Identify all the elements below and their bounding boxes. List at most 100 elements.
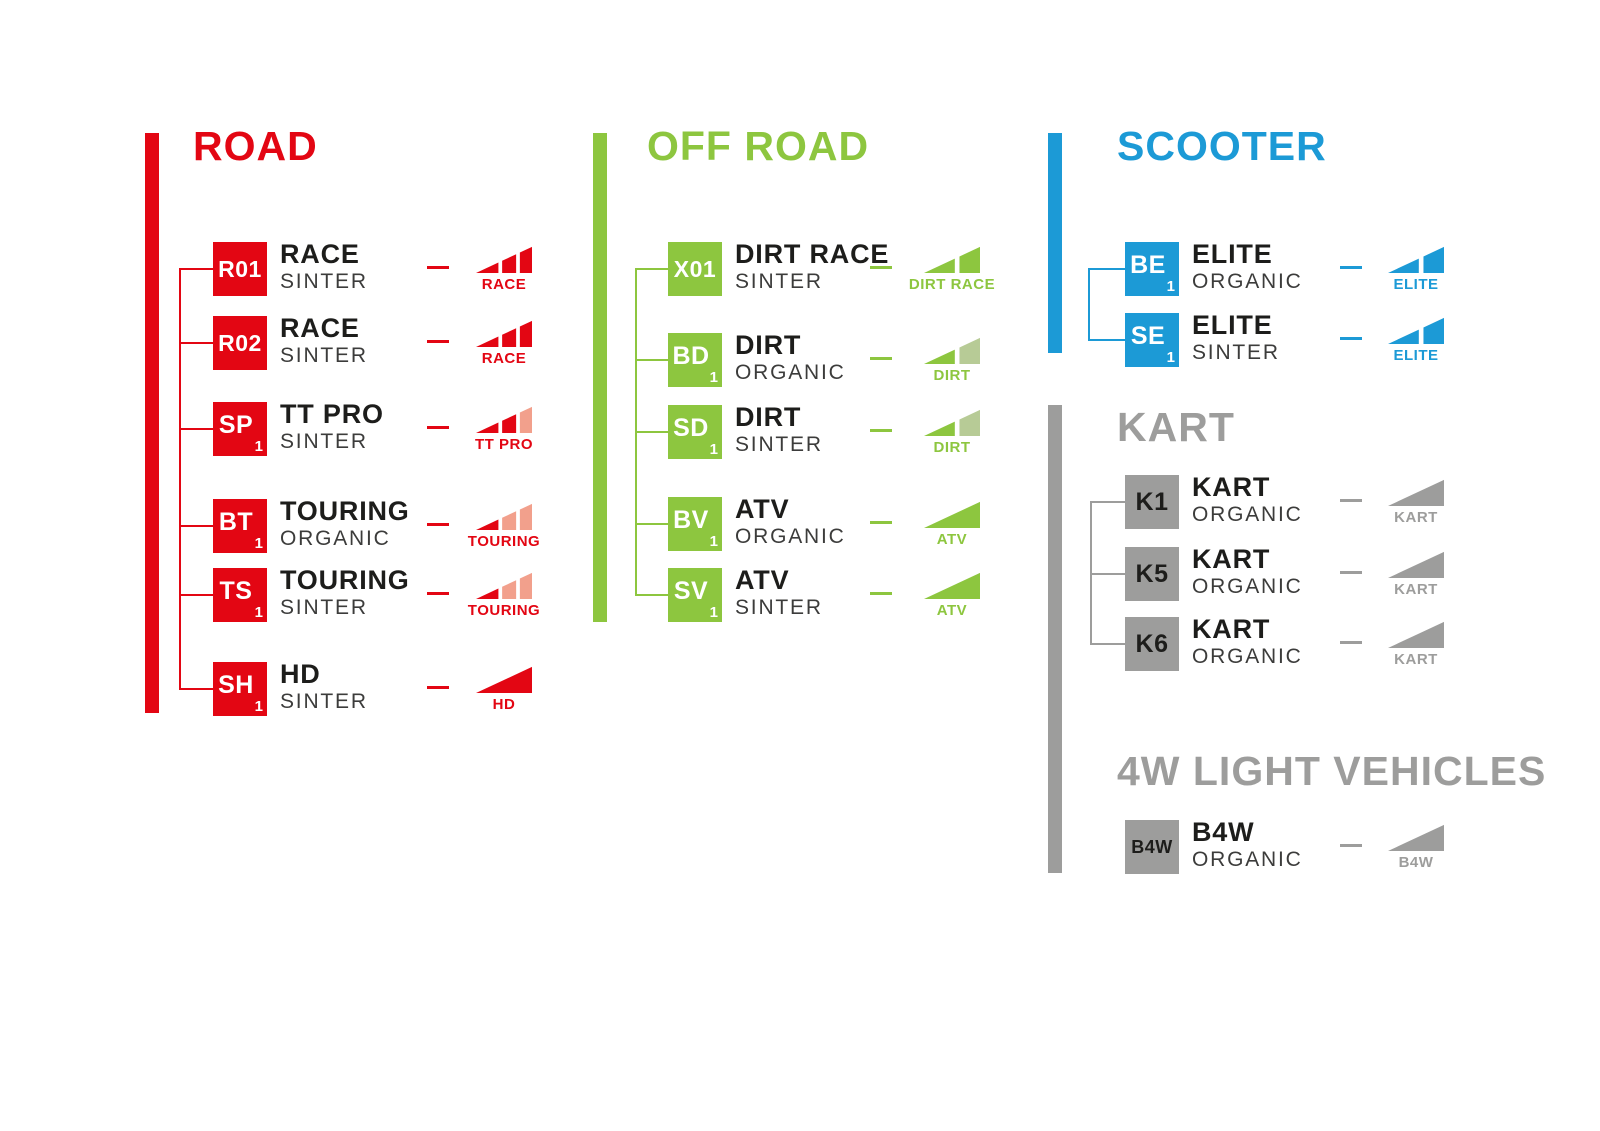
model-code-box: SH 1 xyxy=(213,662,267,716)
icon-label: KART xyxy=(1394,651,1438,668)
tree-stub xyxy=(635,431,668,433)
model-compound: ORGANIC xyxy=(735,525,846,548)
model-name: B4W xyxy=(1192,817,1255,847)
tree-stub xyxy=(179,268,213,270)
model-code-box: BE 1 xyxy=(1125,242,1179,296)
tree-stub xyxy=(635,359,668,361)
model-code-box: K6 xyxy=(1125,617,1179,671)
model-label: DIRT ORGANIC xyxy=(735,330,846,385)
icon-label: ATV xyxy=(936,531,968,548)
model-code: BV xyxy=(673,505,709,534)
icon-label: RACE xyxy=(481,276,527,293)
tree-stub xyxy=(179,688,213,690)
connector-dash xyxy=(427,340,449,343)
model-compound: ORGANIC xyxy=(1192,575,1303,598)
performance-icon-block: DIRT xyxy=(924,408,980,456)
tree-stub xyxy=(1088,268,1125,270)
performance-icon-block: ATV xyxy=(924,571,980,619)
performance-ramp-icon-bars2 xyxy=(924,337,980,364)
connector-dash xyxy=(427,523,449,526)
model-label: TOURING SINTER xyxy=(280,565,410,620)
model-code: R02 xyxy=(218,329,262,356)
model-compound: ORGANIC xyxy=(1192,848,1303,871)
model-name: DIRT xyxy=(735,330,802,360)
performance-ramp-icon-bars3 xyxy=(476,503,532,530)
section-title-road: ROAD xyxy=(193,123,318,169)
performance-icon-block: ELITE xyxy=(1388,316,1444,364)
model-code: SH xyxy=(218,670,254,699)
icon-label: ELITE xyxy=(1393,347,1439,364)
section-title-4w-light-vehicles: 4W LIGHT VEHICLES xyxy=(1117,748,1547,794)
model-code: K5 xyxy=(1135,559,1169,588)
connector-dash xyxy=(1340,844,1362,847)
model-label: TOURING ORGANIC xyxy=(280,496,410,551)
model-code-subscript: 1 xyxy=(709,533,718,550)
model-name: KART xyxy=(1192,614,1271,644)
tree-spine-road xyxy=(179,268,181,688)
model-compound: SINTER xyxy=(735,433,823,456)
tree-stub xyxy=(1090,643,1125,645)
model-name: ATV xyxy=(735,494,790,524)
tree-stub xyxy=(635,523,668,525)
icon-label: TOURING xyxy=(467,602,541,619)
icon-label: KART xyxy=(1394,581,1438,598)
model-code-box: R02 xyxy=(213,316,267,370)
model-label: ELITE SINTER xyxy=(1192,310,1280,365)
connector-dash xyxy=(1340,499,1362,502)
model-compound: SINTER xyxy=(280,690,368,713)
tree-stub xyxy=(635,594,668,596)
model-label: HD SINTER xyxy=(280,659,368,714)
model-compound: SINTER xyxy=(735,596,823,619)
model-code-box: K5 xyxy=(1125,547,1179,601)
product-item-b4w: B4W B4W ORGANIC B4W xyxy=(1125,817,1458,874)
performance-ramp-icon-bars2 xyxy=(1388,246,1444,273)
model-compound: SINTER xyxy=(1192,341,1280,364)
model-code-box: SD 1 xyxy=(668,405,722,459)
model-code: B4W xyxy=(1131,837,1173,857)
model-code-subscript: 1 xyxy=(254,698,263,715)
connector-dash xyxy=(870,592,892,595)
connector-dash xyxy=(427,266,449,269)
product-item-r02: R02 RACE SINTER RACE xyxy=(213,313,546,370)
model-name: HD xyxy=(280,659,321,689)
model-label: ATV SINTER xyxy=(735,565,823,620)
product-item-r01: R01 RACE SINTER RACE xyxy=(213,239,546,296)
performance-ramp-icon-ramp xyxy=(924,572,980,599)
tree-spine-scooter xyxy=(1088,268,1090,339)
performance-ramp-icon-ramp xyxy=(1388,621,1444,648)
model-code-box: B4W xyxy=(1125,820,1179,874)
model-label: DIRT RACE SINTER xyxy=(735,239,889,294)
model-code-subscript: 1 xyxy=(709,604,718,621)
performance-ramp-icon-ramp xyxy=(1388,551,1444,578)
category-bar-road xyxy=(145,133,159,713)
model-name: ELITE xyxy=(1192,310,1273,340)
product-item-sd: SD 1 DIRT SINTER DIRT xyxy=(668,402,994,459)
performance-icon-block: HD xyxy=(476,665,532,713)
model-code-box: SE 1 xyxy=(1125,313,1179,367)
model-code-box: X01 xyxy=(668,242,722,296)
performance-ramp-icon-bars2 xyxy=(1388,317,1444,344)
model-code-subscript: 1 xyxy=(254,438,263,455)
connector-dash xyxy=(1340,337,1362,340)
icon-label: ELITE xyxy=(1393,276,1439,293)
model-name: KART xyxy=(1192,472,1271,502)
model-code: SV xyxy=(673,576,709,605)
performance-ramp-icon-ramp xyxy=(1388,479,1444,506)
model-code: X01 xyxy=(673,255,717,282)
model-label: KART ORGANIC xyxy=(1192,472,1303,527)
performance-ramp-icon-ramp xyxy=(1388,824,1444,851)
performance-icon-block: KART xyxy=(1388,478,1444,526)
connector-dash xyxy=(1340,571,1362,574)
tree-stub xyxy=(179,428,213,430)
icon-label: RACE xyxy=(481,350,527,367)
model-code-subscript: 1 xyxy=(709,369,718,386)
category-bar-kart xyxy=(1048,405,1062,873)
model-name: TOURING xyxy=(280,565,410,595)
model-compound: ORGANIC xyxy=(1192,503,1303,526)
icon-label: DIRT xyxy=(933,367,971,384)
model-code-box: SP 1 xyxy=(213,402,267,456)
model-compound: SINTER xyxy=(735,270,823,293)
performance-ramp-icon-bars3 xyxy=(476,320,532,347)
model-compound: ORGANIC xyxy=(1192,270,1303,293)
